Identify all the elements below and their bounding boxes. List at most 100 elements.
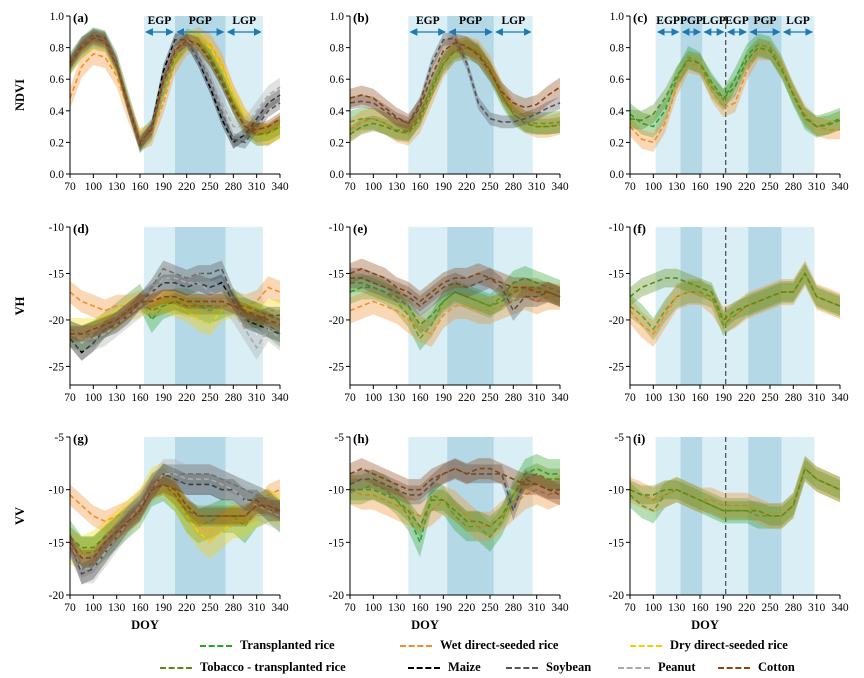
panel-d: 70 100 130 160 190 220 250 280 310 340 -25 -20 -15 -1… [13,221,289,404]
legend-label: Tobacco - transplanted rice [200,660,346,674]
x-tick-label: 130 [388,602,406,614]
panel-label: (b) [353,10,369,25]
x-tick-label: 340 [551,181,569,193]
x-tick-label: 220 [458,181,476,193]
series-band-dd [70,462,280,570]
x-tick-label: 310 [248,181,266,193]
x-tick-label: 220 [458,602,476,614]
x-tick-label: 70 [624,181,636,193]
x-tick-label: 250 [761,392,779,404]
stage-band-egp [408,437,448,595]
series-band-tr [350,36,560,143]
stage-band-pgp [748,16,782,174]
series-line-mz [69,34,281,148]
x-tick-label: 190 [435,181,453,193]
series-line-sb [349,37,561,125]
series-band-sb [350,267,560,321]
series-band-dd [70,290,280,341]
stage-label-pgp: PGP [680,15,703,27]
y-tick-label: -15 [49,537,65,549]
stage-label-egp: EGP [725,15,749,27]
series-line-wd [629,467,841,517]
stage-band-lgp [781,16,815,174]
series-line-wd [349,488,561,528]
x-tick-label: 100 [645,602,663,614]
series-line-pn [69,37,281,144]
y-tick-label: -10 [329,222,345,234]
x-tick-label: 70 [344,392,356,404]
stage-band-pgp [447,437,494,595]
x-tick-label: 310 [248,602,266,614]
x-tick-label: 100 [85,602,103,614]
x-tick-label: 310 [248,392,266,404]
series-line-tr [629,43,841,128]
y-tick-label: -10 [329,485,345,497]
series-line-ct [349,42,561,125]
series-band-ct [70,289,280,342]
legend-label: Peanut [658,660,696,674]
x-tick-label: 250 [201,602,219,614]
x-tick-label: 340 [831,181,849,193]
x-tick-label: 130 [388,181,406,193]
series-band-tb [70,30,280,151]
legend-item-wet-direct-seeded-rice: Wet direct-seeded rice [400,638,558,653]
y-tick-label: -10 [49,222,65,234]
x-tick-label: 130 [388,392,406,404]
y-tick-label: 1.0 [50,11,65,23]
x-tick-label: 130 [108,602,126,614]
y-tick-label: 0.2 [610,137,625,149]
stage-label-egp: EGP [148,15,172,27]
panel-label: (e) [353,221,367,236]
stage-band-lgp [702,16,726,174]
stage-band-egp [408,227,448,385]
x-tick-label: 160 [691,392,709,404]
series-band-tb [630,459,840,526]
x-axis-title: DOY [411,618,439,632]
x-tick-label: 190 [155,181,173,193]
x-tick-label: 130 [108,392,126,404]
y-tick-label: -15 [329,268,345,280]
y-tick-label: 0.2 [330,137,345,149]
stage-band-egp [725,227,749,385]
x-tick-label: 250 [201,181,219,193]
stage-band-lgp [493,16,533,174]
x-tick-label: 190 [715,392,733,404]
y-tick-label: 1.0 [330,11,345,23]
stage-band-lgp [702,437,726,595]
x-tick-label: 220 [738,181,756,193]
series-band-mz [70,274,280,361]
x-tick-label: 160 [411,602,429,614]
series-line-ct [349,467,561,496]
stage-label-lgp: LGP [786,15,810,27]
x-tick-label: 280 [785,181,803,193]
y-tick-label: 0.6 [330,74,345,86]
legend-item-dry-direct-seeded-rice: Dry direct-seeded rice [630,638,788,653]
y-tick-label: 0.0 [50,169,65,181]
x-tick-label: 340 [551,602,569,614]
x-tick-label: 160 [131,181,149,193]
x-tick-label: 220 [458,392,476,404]
panel-g: 70 100 130 160 190 220 250 280 310 340 -20 -15 -10 -5… [13,431,289,632]
x-tick-label: 70 [624,602,636,614]
y-tick-label: -20 [329,315,345,327]
x-tick-label: 310 [528,181,546,193]
x-tick-label: 280 [785,392,803,404]
y-tick-label: -5 [54,432,64,444]
y-tick-label: 0.8 [610,43,625,55]
stage-band-pgp [680,437,703,595]
x-tick-label: 220 [178,181,196,193]
stage-band-pgp [680,16,703,174]
stage-band-egp [143,437,175,595]
y-tick-label: -5 [334,432,344,444]
series-band-tr [350,266,560,351]
legend-swatch [160,666,192,669]
stage-band-lgp [781,227,815,385]
stage-band-lgp [225,16,263,174]
panel-label: (h) [353,431,369,446]
stage-band-egp [143,227,175,385]
y-tick-label: 0.8 [50,43,65,55]
stage-label-lgp: LGP [502,15,526,27]
panel-label: (a) [73,10,88,25]
x-tick-label: 250 [761,181,779,193]
x-tick-label: 190 [435,392,453,404]
